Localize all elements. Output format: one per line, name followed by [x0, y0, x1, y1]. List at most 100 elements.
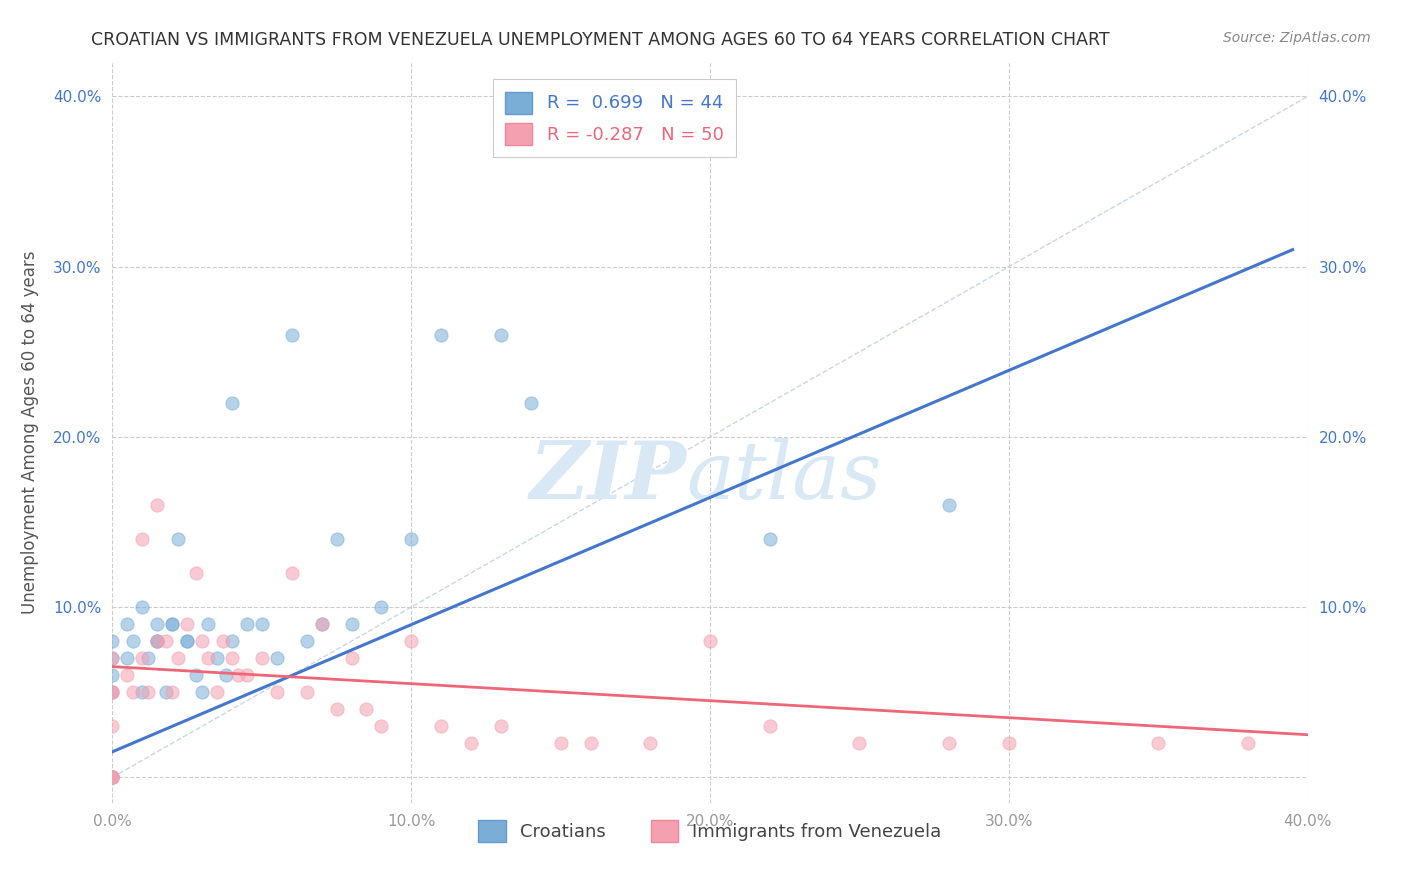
Point	[938, 736, 960, 750]
Point	[117, 651, 139, 665]
Point	[938, 498, 960, 512]
Point	[250, 651, 273, 665]
Point	[759, 532, 782, 546]
Point	[205, 685, 228, 699]
Point	[550, 736, 572, 750]
Point	[155, 634, 177, 648]
Point	[212, 634, 235, 648]
Point	[146, 634, 169, 648]
Point	[520, 396, 543, 410]
Point	[186, 566, 208, 580]
Point	[266, 651, 288, 665]
Point	[236, 617, 259, 632]
Point	[101, 770, 124, 784]
Point	[146, 498, 169, 512]
Text: ZIP: ZIP	[529, 438, 686, 516]
Text: atlas: atlas	[686, 438, 882, 516]
Point	[848, 736, 870, 750]
Point	[370, 719, 392, 733]
Point	[176, 634, 198, 648]
Point	[146, 634, 169, 648]
Point	[117, 617, 139, 632]
Point	[138, 651, 160, 665]
Point	[197, 651, 219, 665]
Point	[131, 685, 153, 699]
Text: Source: ZipAtlas.com: Source: ZipAtlas.com	[1223, 31, 1371, 45]
Point	[101, 634, 124, 648]
Point	[236, 668, 259, 682]
Point	[281, 327, 304, 342]
Point	[266, 685, 288, 699]
Point	[250, 617, 273, 632]
Point	[131, 651, 153, 665]
Point	[640, 736, 662, 750]
Point	[167, 651, 190, 665]
Point	[162, 617, 183, 632]
Point	[101, 651, 124, 665]
Point	[430, 327, 453, 342]
Point	[117, 668, 139, 682]
Point	[155, 685, 177, 699]
Point	[101, 770, 124, 784]
Point	[101, 770, 124, 784]
Point	[131, 532, 153, 546]
Point	[699, 634, 721, 648]
Point	[295, 685, 318, 699]
Point	[340, 617, 363, 632]
Point	[356, 702, 378, 716]
Point	[101, 770, 124, 784]
Point	[101, 770, 124, 784]
Point	[131, 600, 153, 615]
Point	[401, 532, 423, 546]
Point	[205, 651, 228, 665]
Point	[101, 770, 124, 784]
Point	[340, 651, 363, 665]
Point	[176, 617, 198, 632]
Point	[759, 719, 782, 733]
Point	[146, 634, 169, 648]
Point	[430, 719, 453, 733]
Legend: Croatians, Immigrants from Venezuela: Croatians, Immigrants from Venezuela	[471, 813, 949, 849]
Point	[176, 634, 198, 648]
Point	[215, 668, 238, 682]
Point	[370, 600, 392, 615]
Text: CROATIAN VS IMMIGRANTS FROM VENEZUELA UNEMPLOYMENT AMONG AGES 60 TO 64 YEARS COR: CROATIAN VS IMMIGRANTS FROM VENEZUELA UN…	[91, 31, 1109, 49]
Point	[101, 685, 124, 699]
Point	[460, 736, 482, 750]
Point	[162, 617, 183, 632]
Point	[325, 532, 347, 546]
Point	[401, 634, 423, 648]
Point	[221, 634, 243, 648]
Point	[226, 668, 249, 682]
Point	[311, 617, 333, 632]
Point	[122, 634, 145, 648]
Point	[489, 719, 512, 733]
Point	[197, 617, 219, 632]
Point	[489, 327, 512, 342]
Point	[186, 668, 208, 682]
Point	[998, 736, 1021, 750]
Point	[221, 396, 243, 410]
Point	[146, 617, 169, 632]
Point	[579, 736, 602, 750]
Point	[138, 685, 160, 699]
Point	[1237, 736, 1260, 750]
Point	[101, 719, 124, 733]
Point	[191, 685, 214, 699]
Point	[281, 566, 304, 580]
Point	[167, 532, 190, 546]
Point	[1147, 736, 1170, 750]
Point	[101, 668, 124, 682]
Point	[191, 634, 214, 648]
Point	[295, 634, 318, 648]
Point	[162, 685, 183, 699]
Point	[101, 685, 124, 699]
Point	[325, 702, 347, 716]
Y-axis label: Unemployment Among Ages 60 to 64 years: Unemployment Among Ages 60 to 64 years	[21, 251, 39, 615]
Point	[311, 617, 333, 632]
Point	[122, 685, 145, 699]
Point	[221, 651, 243, 665]
Point	[101, 770, 124, 784]
Point	[101, 651, 124, 665]
Point	[101, 685, 124, 699]
